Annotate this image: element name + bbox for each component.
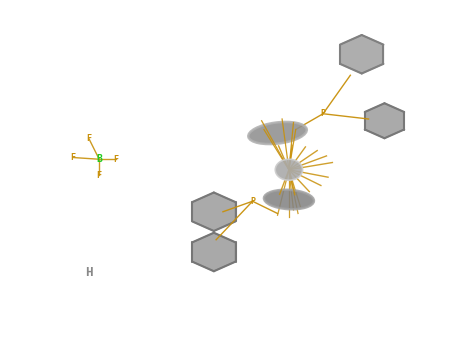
Circle shape xyxy=(275,159,303,180)
Polygon shape xyxy=(192,233,236,271)
Polygon shape xyxy=(365,103,404,138)
Polygon shape xyxy=(340,35,384,74)
Text: F: F xyxy=(86,134,91,143)
Text: P: P xyxy=(321,109,325,118)
Text: F: F xyxy=(114,155,118,164)
Text: P: P xyxy=(250,197,255,206)
Text: F: F xyxy=(71,153,75,162)
Text: H: H xyxy=(85,266,92,280)
Ellipse shape xyxy=(264,190,314,209)
Text: B: B xyxy=(96,154,102,164)
Text: F: F xyxy=(97,170,101,180)
Polygon shape xyxy=(192,193,236,231)
Ellipse shape xyxy=(248,122,307,144)
